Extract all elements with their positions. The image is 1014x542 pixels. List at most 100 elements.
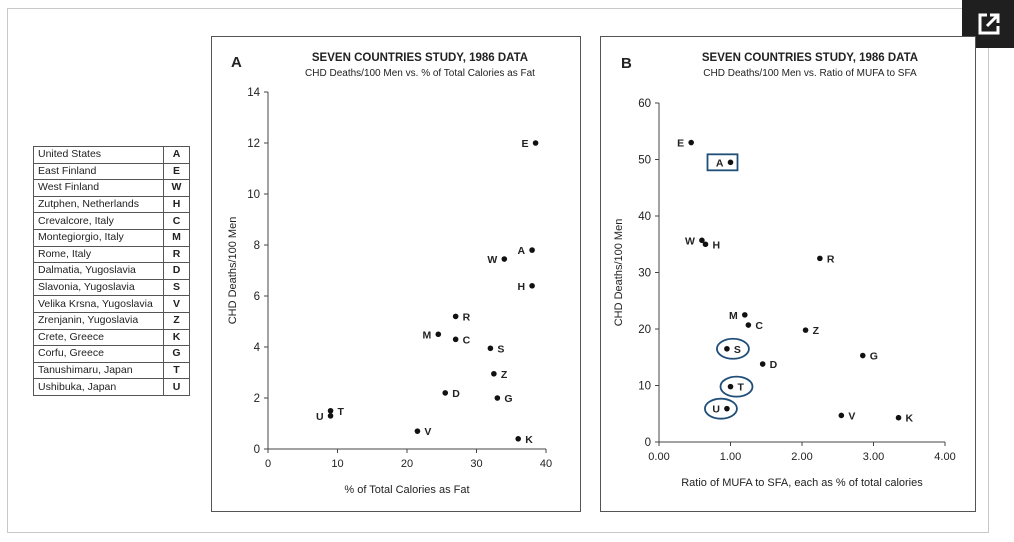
point-marker (838, 412, 845, 419)
legend-code: H (163, 195, 190, 214)
point-label: W (685, 235, 695, 247)
legend-row: Ushibuka, Japan U (33, 378, 190, 396)
data-point-r: R (817, 253, 835, 265)
legend-country: West Finland (33, 179, 164, 197)
chart-subtitle: CHD Deaths/100 Men vs. % of Total Calori… (305, 68, 535, 79)
legend-country: Zrenjanin, Yugoslavia (33, 311, 164, 330)
point-label: C (463, 334, 471, 346)
data-point-a: A (518, 245, 535, 257)
point-marker (859, 352, 866, 359)
legend-row: Corfu, Greece G (33, 345, 190, 363)
data-point-d: D (759, 359, 778, 371)
point-marker (724, 405, 730, 412)
legend-row: East Finland E (33, 162, 190, 181)
point-marker (688, 139, 694, 146)
point-label: M (729, 310, 738, 322)
axes: 0.00 1.00 2.00 3.00 4.00 0 10 20 30 40 50 60 (638, 98, 956, 463)
point-marker (532, 140, 539, 146)
data-point-m: M (729, 310, 748, 322)
point-label: H (518, 281, 526, 293)
legend-country: Tanushimaru, Japan (33, 361, 164, 380)
chart-panel-b: B SEVEN COUNTRIES STUDY, 1986 DATA CHD Dea… (600, 36, 976, 512)
data-point-u: U (316, 411, 334, 423)
legend-code: K (163, 328, 190, 347)
point-label: V (848, 410, 855, 422)
data-point-v: V (838, 410, 855, 422)
legend-country: Slavonia, Yugoslavia (33, 278, 164, 297)
point-marker (727, 383, 734, 390)
legend-code: U (163, 378, 190, 396)
point-marker (327, 407, 334, 414)
x-tick-label: 0 (265, 458, 271, 470)
x-tick-label: 10 (331, 458, 343, 470)
highlight-ellipse (716, 337, 750, 360)
point-label: R (827, 253, 835, 265)
point-label: W (487, 254, 497, 266)
point-marker (742, 312, 748, 318)
legend-code: S (163, 278, 190, 297)
data-point-g: G (494, 393, 513, 405)
legend-country: Rome, Italy (33, 245, 164, 264)
legend-code: W (163, 179, 190, 197)
point-label: T (338, 406, 345, 418)
legend-code: R (163, 245, 190, 264)
point-label: E (522, 138, 529, 150)
legend-country: East Finland (33, 162, 164, 181)
x-tick-label: 4.00 (934, 451, 955, 463)
x-tick-label: 30 (470, 458, 482, 470)
point-marker (529, 283, 535, 289)
x-tick-label: 40 (540, 458, 552, 470)
point-marker (759, 361, 766, 367)
point-marker (487, 345, 494, 352)
legend-country: United States (33, 146, 164, 164)
x-tick-label: 3.00 (863, 451, 884, 463)
data-point-w: W (685, 235, 705, 247)
legend-row: Tanushimaru, Japan T (33, 361, 190, 380)
y-tick-label: 10 (247, 189, 260, 201)
y-axis-label: CHD Deaths/100 Men (613, 219, 625, 327)
point-marker (435, 331, 442, 338)
data-point-g: G (859, 351, 878, 363)
point-marker (895, 414, 902, 421)
data-point-v: V (414, 426, 431, 438)
legend-country: Crete, Greece (33, 328, 164, 347)
point-marker (727, 159, 734, 166)
x-tick-label: 1.00 (720, 451, 741, 463)
legend-country: Zutphen, Netherlands (33, 195, 164, 214)
data-point-k: K (895, 413, 914, 425)
point-marker (442, 390, 449, 396)
point-marker (327, 413, 334, 419)
legend-row: Montegiorgio, Italy M (33, 228, 190, 247)
y-tick-label: 10 (638, 381, 651, 393)
legend-row: Dalmatia, Yugoslavia D (33, 262, 190, 280)
legend-row: United States A (33, 146, 190, 164)
data-point-t: T (719, 375, 754, 398)
data-point-a: A (706, 153, 739, 172)
data-point-w: W (487, 254, 508, 266)
x-axis-label: Ratio of MUFA to SFA, each as % of total… (681, 477, 923, 489)
chart-panel-a: A SEVEN COUNTRIES STUDY, 1986 DATA CHD Dea… (211, 36, 581, 512)
legend-country: Velika Krsna, Yugoslavia (33, 295, 164, 313)
x-axis-label: % of Total Calories as Fat (344, 484, 469, 496)
chart-title: SEVEN COUNTRIES STUDY, 1986 DATA (702, 52, 918, 64)
legend-row: West Finland W (33, 179, 190, 197)
point-marker (501, 256, 508, 262)
y-tick-label: 40 (638, 211, 651, 223)
data-point-e: E (522, 138, 539, 150)
scatter-chart-a: A SEVEN COUNTRIES STUDY, 1986 DATA CHD Dea… (227, 52, 552, 496)
point-label: T (738, 382, 745, 394)
legend-code: V (163, 295, 190, 313)
point-label: A (518, 245, 526, 257)
point-marker (491, 370, 497, 377)
point-label: H (712, 239, 720, 251)
legend-country: Crevalcore, Italy (33, 212, 164, 230)
data-point-e: E (677, 138, 694, 150)
point-marker (529, 247, 535, 253)
data-point-d: D (442, 388, 460, 400)
external-link-icon (978, 13, 1000, 35)
legend-row: Zutphen, Netherlands H (33, 195, 190, 214)
point-marker (452, 336, 459, 343)
point-label: A (716, 157, 724, 169)
chart-subtitle: CHD Deaths/100 Men vs. Ratio of MUFA to … (703, 68, 917, 79)
chart-title: SEVEN COUNTRIES STUDY, 1986 DATA (312, 52, 528, 64)
